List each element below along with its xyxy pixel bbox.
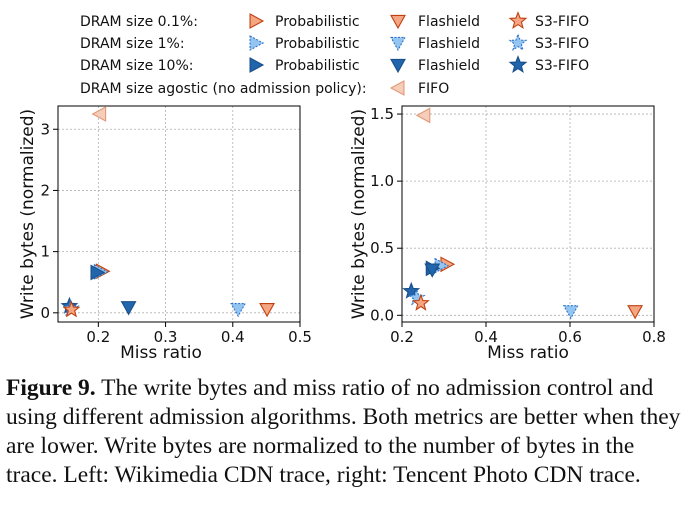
legend-marker-down xyxy=(390,14,406,30)
y-tick-label: 0.5 xyxy=(370,239,394,257)
x-tick-label: 0.6 xyxy=(558,328,582,346)
data-point-down xyxy=(424,263,441,278)
legend-marker-left xyxy=(389,80,405,96)
y-tick-label: 1 xyxy=(40,243,50,261)
legend-item-label: Flashield xyxy=(418,36,480,52)
legend-item-label: Flashield xyxy=(418,14,480,30)
legend-item-label: Flashield xyxy=(418,58,480,74)
x-tick-label: 0.4 xyxy=(474,328,498,346)
data-point-right xyxy=(90,264,106,281)
legend-marker-right xyxy=(249,35,265,51)
legend-marker-down xyxy=(390,36,406,52)
x-axis-label: Miss ratio xyxy=(487,343,569,363)
legend-item-label: Probabilistic xyxy=(275,36,360,52)
figure-caption: Figure 9. The write bytes and miss ratio… xyxy=(6,374,684,490)
data-point-star xyxy=(411,293,430,311)
y-tick-label: 1.0 xyxy=(370,172,394,190)
data-point-down xyxy=(627,305,644,320)
y-tick-label: 1.5 xyxy=(370,105,394,123)
legend-marker-star xyxy=(508,33,528,52)
data-point-down xyxy=(120,301,137,316)
chart-wikimedia: 0.2 0.3 0.4 0.5 0 1 2 3 Miss ratio Write bytes (n… xyxy=(18,105,312,363)
x-tick-label: 0.3 xyxy=(154,328,178,346)
data-point-star xyxy=(407,288,426,306)
chart-tencent: 0.2 0.4 0.6 0.8 0.0 0.5 1.0 1.5 Miss ratio Write … xyxy=(349,105,666,363)
data-point-star xyxy=(402,281,421,299)
y-tick-label: 2 xyxy=(40,181,50,199)
plot-frame xyxy=(401,105,655,323)
data-point-left xyxy=(91,106,107,122)
legend-item-label: S3-FIFO xyxy=(535,14,589,30)
data-point-star xyxy=(62,300,81,318)
y-axis-label: Write bytes (normalized) xyxy=(18,109,38,319)
x-tick-label: 0.5 xyxy=(288,328,312,346)
data-point-down xyxy=(230,303,247,318)
y-tick-label: 0.0 xyxy=(370,306,394,324)
caption-text: The write bytes and miss ratio of no adm… xyxy=(6,375,681,488)
legend-marker-right xyxy=(249,13,265,29)
legend-item-label: S3-FIFO xyxy=(535,36,589,52)
legend-marker-star xyxy=(508,55,528,74)
y-tick-label: 0 xyxy=(40,304,50,322)
legend-item-label: S3-FIFO xyxy=(535,58,589,74)
caption-label: Figure 9. xyxy=(6,375,96,401)
x-axis-label: Miss ratio xyxy=(120,343,202,363)
legend-marker-star xyxy=(508,11,528,30)
y-axis-label: Write bytes (normalized) xyxy=(349,109,369,319)
legend-item-label: FIFO xyxy=(418,81,449,97)
figure: DRAM size 0.1%: Probabilistic Flashield S3-… xyxy=(18,11,666,363)
legend-row-label: DRAM size 0.1%: xyxy=(80,14,198,30)
x-tick-label: 0.2 xyxy=(390,328,414,346)
legend-item-label: Probabilistic xyxy=(275,14,360,30)
legend: DRAM size 0.1%: Probabilistic Flashield S3-… xyxy=(80,11,589,97)
legend-item-label: Probabilistic xyxy=(275,58,360,74)
x-tick-label: 0.8 xyxy=(642,328,666,346)
legend-row-label: DRAM size 1%: xyxy=(80,36,185,52)
y-tick-label: 3 xyxy=(40,120,50,138)
data-point-left xyxy=(415,107,431,124)
legend-marker-right xyxy=(249,57,265,73)
plot-frame xyxy=(57,105,301,323)
legend-marker-down xyxy=(390,58,406,74)
data-point-down xyxy=(562,305,579,320)
x-tick-label: 0.4 xyxy=(221,328,245,346)
data-point-down xyxy=(259,303,275,318)
legend-row-label: DRAM size 10%: xyxy=(80,58,193,74)
legend-row-label: DRAM size agostic (no admission policy): xyxy=(80,81,367,97)
x-tick-label: 0.2 xyxy=(86,328,110,346)
